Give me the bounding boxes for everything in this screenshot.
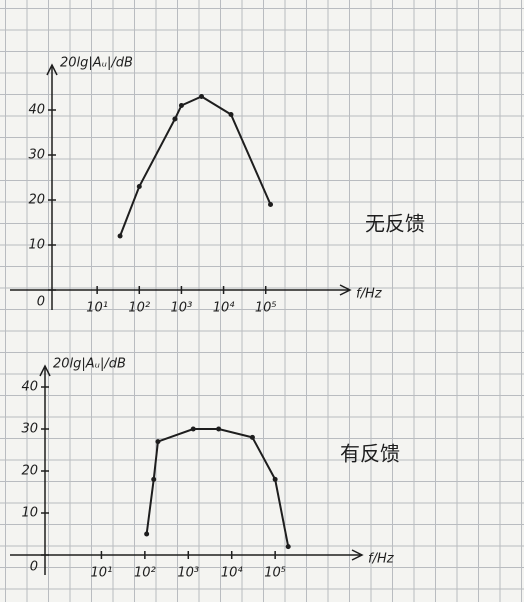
- annotation: 无反馈: [365, 212, 425, 236]
- point: [151, 477, 156, 482]
- point: [118, 234, 123, 239]
- y-tick-label: 10: [28, 238, 45, 253]
- y-tick-label: 40: [21, 380, 38, 395]
- point: [137, 184, 142, 189]
- y-tick-label: 30: [28, 148, 45, 163]
- graph-paper: 20lg|Aᵤ|/dB f/Hz 无反馈 0 10 20 30 40 10¹ 10² 10³ 10⁴ 1…: [0, 0, 524, 602]
- x-tick-label: 10³: [171, 301, 193, 316]
- point: [216, 427, 221, 432]
- point: [228, 112, 233, 117]
- y-tick-label: 10: [21, 506, 38, 521]
- x-tick-label: 10⁵: [264, 566, 286, 581]
- annotation: 有反馈: [340, 442, 400, 466]
- y-axis-label: 20lg|Aᵤ|/dB: [60, 56, 133, 71]
- y-tick-label: 0: [37, 295, 45, 310]
- x-tick-label: 10²: [134, 566, 156, 581]
- point: [273, 477, 278, 482]
- x-axis-label: f/Hz: [368, 552, 395, 567]
- x-tick-label: 10¹: [91, 566, 113, 581]
- point: [155, 439, 160, 444]
- curve: [147, 429, 289, 547]
- x-tick-label: 10⁵: [255, 301, 277, 316]
- point: [199, 94, 204, 99]
- chart: 20lg|Aᵤ|/dB f/Hz 无反馈 0 10 20 30 40 10¹ 10² 10³ 10⁴ 1…: [0, 0, 524, 602]
- point: [250, 435, 255, 440]
- x-tick-label: 10²: [128, 301, 150, 316]
- y-tick-label: 20: [21, 464, 38, 479]
- point: [172, 117, 177, 122]
- x-axis-label: f/Hz: [356, 287, 383, 302]
- x-tick-label: 10³: [177, 566, 199, 581]
- point: [268, 202, 273, 207]
- point: [286, 544, 291, 549]
- point: [191, 427, 196, 432]
- y-axis-label: 20lg|Aᵤ|/dB: [53, 357, 126, 372]
- x-tick-label: 10¹: [86, 301, 108, 316]
- point: [179, 103, 184, 108]
- y-tick-label: 30: [21, 422, 38, 437]
- x-tick-label: 10⁴: [213, 301, 236, 316]
- y-tick-label: 40: [28, 103, 45, 118]
- x-tick-label: 10⁴: [221, 566, 244, 581]
- point: [144, 532, 149, 537]
- y-tick-label: 0: [30, 560, 38, 575]
- y-tick-label: 20: [28, 193, 45, 208]
- curve: [120, 97, 270, 237]
